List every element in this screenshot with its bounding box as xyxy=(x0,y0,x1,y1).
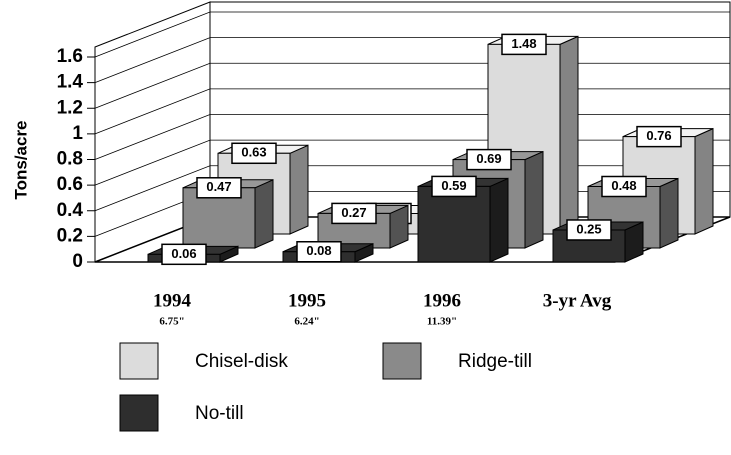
y-tick-label: 1.4 xyxy=(57,72,84,93)
legend-swatch xyxy=(119,342,159,380)
x-sub-label: 11.39" xyxy=(427,316,457,328)
value-label: 0.47 xyxy=(206,179,231,194)
value-label: 0.59 xyxy=(441,178,466,193)
value-label: 0.69 xyxy=(476,151,501,166)
bar-side xyxy=(559,35,579,235)
value-label: 0.76 xyxy=(646,128,671,143)
legend-label: No-till xyxy=(195,403,244,424)
y-tick-label: 0.6 xyxy=(57,174,83,195)
bar-side xyxy=(254,179,274,249)
y-tick-label: 0.2 xyxy=(57,225,83,246)
bar-side xyxy=(659,177,679,249)
value-label: 1.48 xyxy=(511,36,536,51)
legend-swatch xyxy=(119,394,159,432)
value-label-box xyxy=(466,148,512,171)
x-sub-label: 6.75" xyxy=(159,316,184,328)
value-label: 0.08 xyxy=(306,243,331,258)
bar-side xyxy=(694,127,714,235)
value-label: 0.27 xyxy=(341,205,366,220)
bar xyxy=(417,185,491,263)
y-tick-label: 0 xyxy=(72,251,83,272)
x-tick-label: 1995 xyxy=(288,290,326,311)
bar-side xyxy=(489,177,509,263)
y-tick-label: 0.8 xyxy=(57,149,83,170)
value-label-box xyxy=(296,241,342,263)
bar-side xyxy=(524,150,544,249)
y-tick-label: 1.6 xyxy=(57,46,83,67)
value-label-box xyxy=(501,33,547,56)
value-label-box xyxy=(601,175,647,198)
value-label-box xyxy=(636,125,682,148)
x-tick-label: 1994 xyxy=(153,290,192,311)
value-label-box xyxy=(161,243,207,266)
bar-side xyxy=(289,144,309,235)
value-label-box xyxy=(331,202,377,225)
value-label-box xyxy=(196,177,242,199)
legend-label: Chisel-disk xyxy=(195,351,288,372)
value-label: 0.06 xyxy=(171,246,196,261)
y-tick-label: 0.4 xyxy=(57,200,84,221)
legend-label: Ridge-till xyxy=(458,351,532,372)
x-tick-label: 3-yr Avg xyxy=(543,290,612,311)
value-label-box xyxy=(431,175,477,198)
value-label: 0.25 xyxy=(576,221,601,236)
y-tick-label: 1.2 xyxy=(57,97,83,118)
legend-swatch xyxy=(382,342,422,380)
y-tick-label: 1 xyxy=(72,123,83,144)
value-label-box xyxy=(566,219,612,241)
y-axis-label: Tons/acre xyxy=(11,120,30,199)
x-sub-label: 6.24" xyxy=(294,316,319,328)
value-label-box xyxy=(231,142,277,165)
x-tick-label: 1996 xyxy=(423,290,461,311)
grid-line xyxy=(94,11,730,58)
value-label: 0.63 xyxy=(241,145,266,160)
value-label: 0.48 xyxy=(611,178,636,193)
